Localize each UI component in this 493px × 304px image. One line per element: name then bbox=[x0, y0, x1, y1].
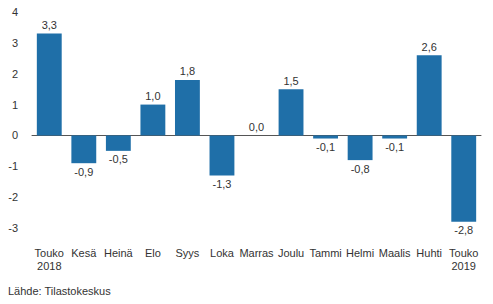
svg-text:Lähde: Tilastokeskus: Lähde: Tilastokeskus bbox=[8, 285, 111, 297]
svg-text:3: 3 bbox=[12, 37, 18, 49]
svg-text:Touko: Touko bbox=[449, 247, 478, 259]
svg-text:1: 1 bbox=[12, 99, 18, 111]
svg-text:-1,3: -1,3 bbox=[212, 178, 231, 190]
svg-text:Touko: Touko bbox=[35, 247, 64, 259]
svg-text:Syys: Syys bbox=[176, 247, 200, 259]
svg-text:1,0: 1,0 bbox=[145, 90, 160, 102]
svg-text:Helmi: Helmi bbox=[346, 247, 374, 259]
svg-text:-0,1: -0,1 bbox=[316, 141, 335, 153]
svg-text:Kesä: Kesä bbox=[71, 247, 97, 259]
svg-text:2018: 2018 bbox=[37, 260, 61, 272]
svg-text:-0,1: -0,1 bbox=[385, 141, 404, 153]
svg-text:Huhti: Huhti bbox=[416, 247, 442, 259]
svg-text:Marras: Marras bbox=[239, 247, 274, 259]
svg-text:1,8: 1,8 bbox=[180, 65, 195, 77]
svg-text:0,0: 0,0 bbox=[249, 121, 264, 133]
svg-text:Tammi: Tammi bbox=[309, 247, 341, 259]
svg-text:-3: -3 bbox=[8, 222, 18, 234]
svg-text:Heinä: Heinä bbox=[104, 247, 134, 259]
svg-text:-2: -2 bbox=[8, 191, 18, 203]
svg-text:Elo: Elo bbox=[145, 247, 161, 259]
svg-text:-0,9: -0,9 bbox=[74, 166, 93, 178]
svg-text:4: 4 bbox=[12, 6, 18, 18]
svg-text:Joulu: Joulu bbox=[278, 247, 304, 259]
svg-text:3,3: 3,3 bbox=[42, 19, 57, 31]
svg-text:1,5: 1,5 bbox=[283, 75, 298, 87]
svg-text:-2,8: -2,8 bbox=[454, 224, 473, 236]
svg-text:-0,5: -0,5 bbox=[109, 153, 128, 165]
svg-text:-0,8: -0,8 bbox=[351, 163, 370, 175]
svg-text:2: 2 bbox=[12, 68, 18, 80]
svg-text:Maalis: Maalis bbox=[379, 247, 411, 259]
svg-text:Loka: Loka bbox=[210, 247, 235, 259]
svg-text:0: 0 bbox=[12, 129, 18, 141]
svg-text:2,6: 2,6 bbox=[422, 41, 437, 53]
svg-text:-1: -1 bbox=[8, 160, 18, 172]
svg-text:2019: 2019 bbox=[451, 260, 475, 272]
